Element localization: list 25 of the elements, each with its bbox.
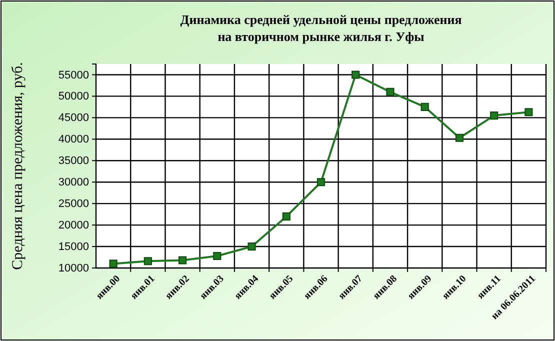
point — [144, 257, 152, 266]
y-axis-title: Средняя цена предложения, руб. — [10, 62, 26, 270]
y-tick-label: 40000 — [58, 134, 89, 146]
point — [109, 260, 118, 268]
point — [213, 252, 222, 260]
y-tick-label: 30000 — [58, 176, 89, 189]
y-tick-label: 15000 — [58, 241, 89, 254]
point — [316, 178, 326, 186]
y-tick-label: 55000 — [58, 69, 89, 82]
point — [282, 212, 290, 220]
point — [386, 88, 394, 96]
point — [524, 108, 533, 116]
y-tick-label: 50000 — [58, 90, 89, 103]
point — [455, 134, 464, 142]
y-tick-label: 20000 — [58, 220, 89, 232]
y-tick-label: 45000 — [58, 112, 89, 124]
y-tick-label: 25000 — [58, 198, 89, 210]
point — [420, 102, 429, 111]
y-tick-label: 35000 — [58, 155, 89, 168]
chart-title: Динамика средней удельной цены предложения на вторичном рынке жилья г. Уфы — [180, 12, 462, 44]
point — [352, 70, 360, 79]
point — [248, 242, 256, 251]
point — [178, 256, 187, 264]
y-tick-label: 10000 — [58, 262, 89, 275]
point — [490, 112, 498, 120]
